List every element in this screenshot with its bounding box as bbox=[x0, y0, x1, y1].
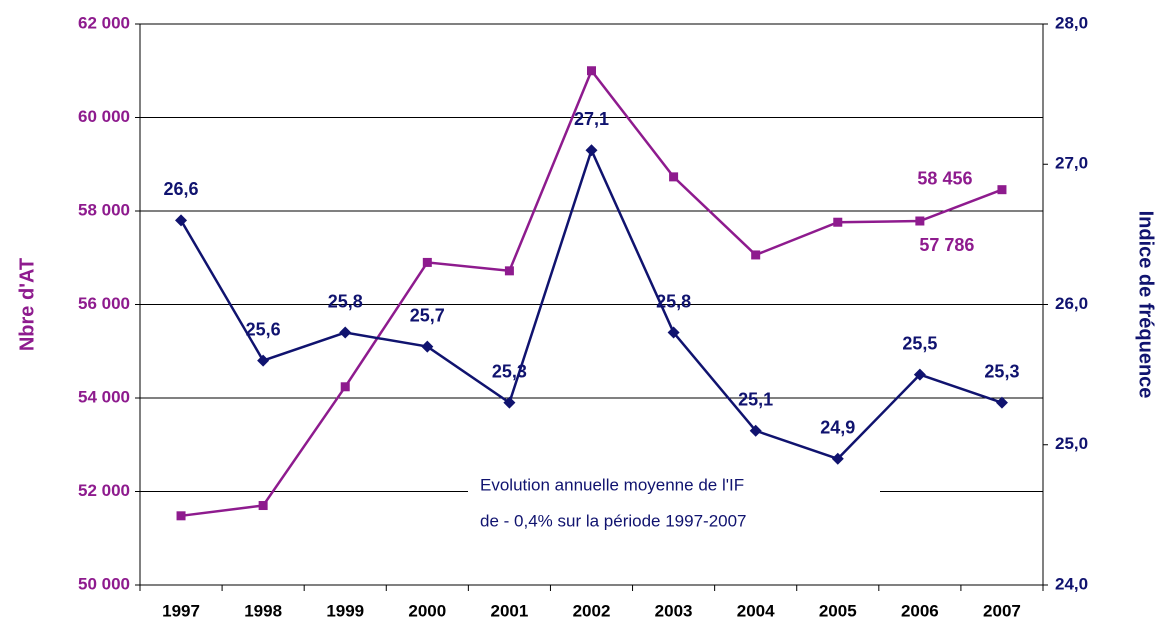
data-label: 25,8 bbox=[328, 291, 363, 311]
x-tick-label: 2006 bbox=[901, 601, 939, 620]
point bbox=[422, 257, 432, 267]
point bbox=[995, 396, 1008, 409]
annotation: Evolution annuelle moyenne de l'IF bbox=[480, 475, 744, 494]
point bbox=[340, 382, 350, 392]
y2-tick-label: 27,0 bbox=[1055, 154, 1088, 173]
point bbox=[176, 511, 186, 521]
data-label: 25,6 bbox=[246, 319, 281, 339]
data-label: 25,1 bbox=[738, 389, 773, 409]
y-axis-label: Nbre d'AT bbox=[16, 258, 38, 351]
y2-tick-label: 26,0 bbox=[1055, 294, 1088, 313]
point bbox=[915, 216, 925, 226]
data-label: 25,3 bbox=[492, 361, 527, 381]
data-label: 25,8 bbox=[656, 291, 691, 311]
y-tick-label: 52 000 bbox=[78, 481, 130, 500]
point bbox=[257, 354, 270, 367]
point bbox=[749, 424, 762, 437]
data-label: 27,1 bbox=[574, 109, 609, 129]
y-tick-label: 50 000 bbox=[78, 574, 130, 593]
x-tick-label: 2004 bbox=[737, 601, 775, 620]
x-tick-label: 2007 bbox=[983, 601, 1021, 620]
point bbox=[833, 217, 843, 227]
data-label: 57 786 bbox=[919, 235, 974, 255]
x-tick-label: 2005 bbox=[819, 601, 857, 620]
point bbox=[669, 172, 679, 182]
data-label: 26,6 bbox=[164, 179, 199, 199]
point bbox=[751, 250, 761, 260]
x-tick-label: 1997 bbox=[162, 601, 200, 620]
x-tick-label: 2002 bbox=[573, 601, 611, 620]
series-line bbox=[180, 68, 1003, 518]
x-tick-label: 2000 bbox=[408, 601, 446, 620]
point bbox=[504, 266, 514, 276]
point bbox=[175, 214, 188, 227]
point bbox=[421, 340, 434, 353]
data-label: 24,9 bbox=[820, 418, 855, 438]
y-tick-label: 56 000 bbox=[78, 294, 130, 313]
y2-tick-label: 25,0 bbox=[1055, 434, 1088, 453]
y2-tick-label: 28,0 bbox=[1055, 13, 1088, 32]
y2-axis-label: Indice de fréquence bbox=[1135, 211, 1157, 399]
data-label: 25,5 bbox=[902, 333, 937, 353]
data-label: 58 456 bbox=[917, 168, 972, 188]
point bbox=[997, 185, 1007, 195]
x-tick-label: 1999 bbox=[326, 601, 364, 620]
y-tick-label: 60 000 bbox=[78, 107, 130, 126]
point bbox=[587, 66, 596, 76]
y-tick-label: 62 000 bbox=[78, 13, 130, 32]
point bbox=[258, 501, 268, 511]
point bbox=[503, 396, 516, 409]
point bbox=[585, 144, 598, 157]
x-tick-label: 2001 bbox=[490, 601, 528, 620]
annotation: de - 0,4% sur la période 1997-2007 bbox=[480, 511, 747, 530]
x-tick-label: 2003 bbox=[655, 601, 693, 620]
y2-tick-label: 24,0 bbox=[1055, 574, 1088, 593]
data-label: 25,7 bbox=[410, 305, 445, 325]
point bbox=[339, 326, 352, 339]
point bbox=[831, 452, 844, 465]
point bbox=[913, 368, 926, 381]
y-tick-label: 58 000 bbox=[78, 200, 130, 219]
annotation-box bbox=[468, 468, 880, 538]
data-label: 25,3 bbox=[984, 361, 1019, 381]
y-tick-label: 54 000 bbox=[78, 387, 130, 406]
point bbox=[667, 326, 680, 339]
x-tick-label: 1998 bbox=[244, 601, 282, 620]
